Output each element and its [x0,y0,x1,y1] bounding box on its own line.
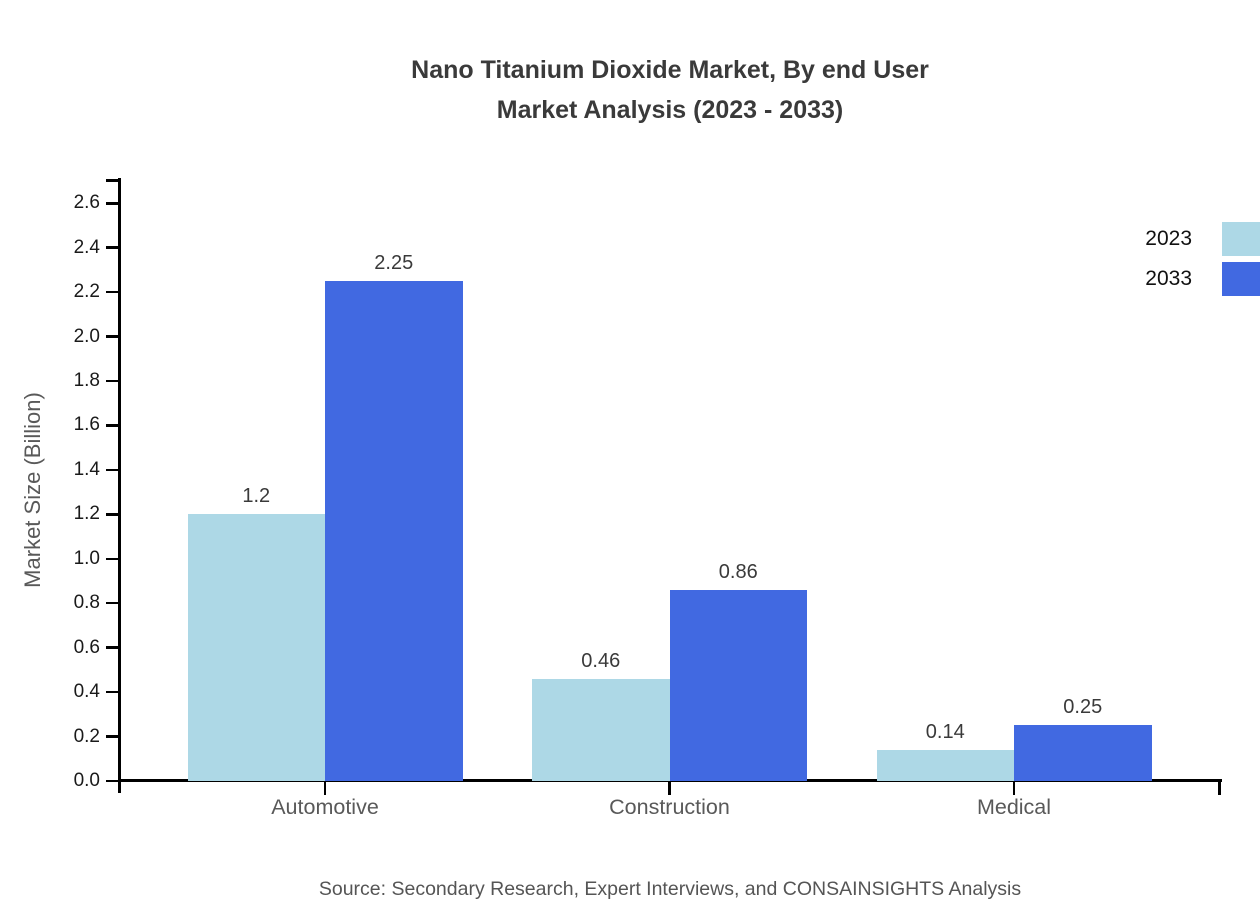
y-tick [106,202,118,205]
bar-2033-construction [669,589,807,781]
value-label-2023-medical: 0.14 [925,720,965,743]
legend-swatch-2033 [1222,262,1260,296]
value-label-2033-automotive: 2.25 [374,252,414,275]
chart-title: Nano Titanium Dioxide Market, By end Use… [80,50,1260,130]
value-label-2033-construction: 0.86 [718,560,758,583]
y-tick-label: 1.0 [73,547,100,569]
chart-title-line-1: Nano Titanium Dioxide Market, By end Use… [411,56,929,84]
value-label-2033-medical: 0.25 [1063,696,1103,719]
y-tick [106,379,118,383]
y-tick-label: 2.2 [73,281,100,303]
y-tick [106,335,118,338]
bar-2033-medical [1014,725,1152,781]
y-tick-label: 2.0 [73,325,100,347]
y-tick [106,424,118,427]
y-tick [106,779,118,783]
x-axis-end-tick [1218,782,1221,795]
y-tick-label: 0.2 [73,725,100,747]
y-tick [106,735,118,738]
x-tick [1012,782,1016,795]
legend-swatch-2023 [1222,222,1260,256]
y-tick-label: 0.0 [73,770,100,791]
value-label-2023-construction: 0.46 [581,649,621,672]
y-axis-spine [118,178,121,793]
legend-label-2023: 2023 [1145,227,1192,250]
y-tick [106,601,118,605]
y-tick [106,290,118,294]
y-tick-label: 0.8 [73,592,100,614]
y-tick [106,468,118,472]
source-note: Source: Secondary Research, Expert Inter… [318,878,1022,900]
x-tick [323,782,327,795]
y-tick-label: 1.2 [73,503,100,525]
value-label-2023-automotive: 1.2 [242,485,271,508]
y-tick-label: 2.4 [73,236,100,258]
y-tick-label: 0.6 [73,636,100,658]
bar-2033-automotive [325,281,463,781]
y-tick-label: 2.6 [73,192,100,214]
legend-item-2033: 2033 [1145,262,1260,296]
y-tick [106,557,118,561]
category-label-medical: Medical [976,795,1052,819]
y-tick-label: 0.4 [73,681,100,703]
y-tick-label: 1.6 [73,414,100,436]
bar-2023-construction [532,678,670,781]
chart-title-line-2: Market Analysis (2023 - 2033) [496,96,844,124]
bar-2023-automotive [187,514,325,781]
category-label-construction: Construction [609,795,730,819]
y-axis-title: Market Size (Billion) [20,392,45,588]
y-tick-label: 1.8 [73,370,100,392]
category-label-automotive: Automotive [271,795,379,819]
legend-label-2033: 2033 [1145,267,1192,290]
legend: 2023 2033 [1145,222,1260,302]
y-tick-label: 1.4 [73,458,100,480]
y-tick [106,246,118,249]
x-tick [668,782,671,795]
y-tick [106,513,118,516]
y-tick [106,646,118,649]
bar-2023-medical [876,749,1014,781]
y-axis-end-tick [106,179,118,182]
legend-item-2023: 2023 [1145,222,1260,256]
y-tick [106,690,118,694]
